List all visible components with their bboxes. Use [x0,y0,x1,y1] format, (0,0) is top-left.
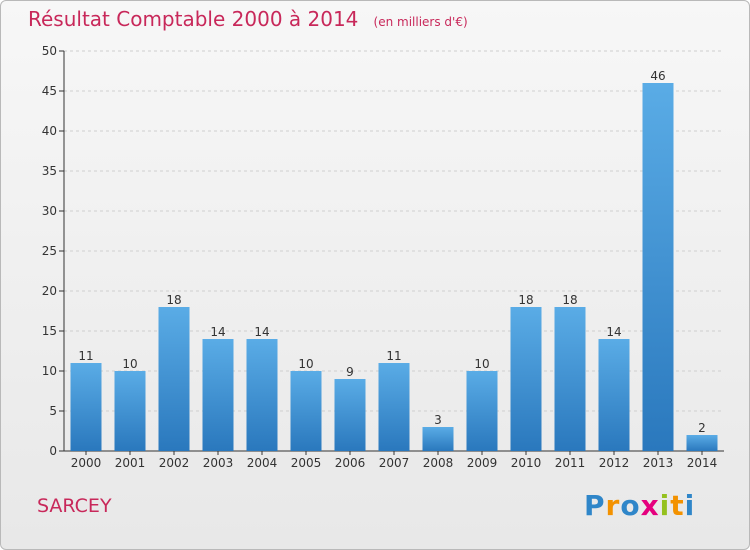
x-tick-label: 2014 [687,456,718,470]
y-tick-label: 20 [42,284,57,298]
bar [290,371,322,451]
bar-value-label: 18 [562,293,577,307]
bar-value-label: 18 [166,293,181,307]
bar [158,307,190,451]
x-tick-label: 2002 [159,456,190,470]
chart-title: Résultat Comptable 2000 à 2014 [28,7,359,31]
y-tick-label: 0 [49,444,57,458]
bar [246,339,278,451]
x-tick-label: 2011 [555,456,586,470]
x-tick-label: 2003 [203,456,234,470]
x-tick-label: 2013 [643,456,674,470]
town-name: SARCEY [37,495,112,517]
bar-value-label: 11 [386,349,401,363]
y-tick-label: 30 [42,204,57,218]
x-tick-label: 2004 [247,456,278,470]
y-tick-label: 25 [42,244,57,258]
y-tick-label: 5 [49,404,57,418]
bar-value-label: 11 [78,349,93,363]
logo-letter: x [640,489,660,522]
bar-value-label: 18 [518,293,533,307]
y-tick-label: 40 [42,124,57,138]
bar-value-label: 14 [210,325,225,339]
x-tick-label: 2012 [599,456,630,470]
bar-value-label: 10 [298,357,313,371]
bar-value-label: 9 [346,365,354,379]
logo-letter: o [620,489,641,522]
bar [114,371,146,451]
bar-value-label: 2 [698,421,706,435]
bar [686,435,718,451]
bar [378,363,410,451]
y-tick-label: 35 [42,164,57,178]
bar-value-label: 46 [650,69,665,83]
bar [422,427,454,451]
bar [70,363,102,451]
x-tick-label: 2007 [379,456,410,470]
bar-value-label: 10 [122,357,137,371]
proxiti-logo: Proxiti [584,489,695,522]
bar [554,307,586,451]
bar-value-label: 14 [606,325,621,339]
bar [598,339,630,451]
logo-letter: P [584,489,606,522]
x-tick-label: 2010 [511,456,542,470]
bar-value-label: 3 [434,413,442,427]
bar [202,339,234,451]
bars [70,83,718,451]
x-tick-label: 2006 [335,456,366,470]
bar-value-label: 14 [254,325,269,339]
logo-letter: i [684,489,696,522]
x-tick-label: 2005 [291,456,322,470]
logo-letter: t [670,489,685,522]
labels: 0 5 10 15 20 25 30 35 40 45 50 11 2000 10 2001 18 2002 14… [42,44,718,470]
y-tick-label: 45 [42,84,57,98]
y-tick-label: 15 [42,324,57,338]
chart-subtitle: (en milliers d'€) [373,15,468,29]
x-tick-label: 2001 [115,456,146,470]
x-tick-label: 2009 [467,456,498,470]
logo-letter: i [659,489,671,522]
x-tick-label: 2008 [423,456,454,470]
chart-header: Résultat Comptable 2000 à 2014 (en milli… [28,7,468,31]
x-tick-label: 2000 [71,456,102,470]
bar-value-label: 10 [474,357,489,371]
bar [510,307,542,451]
bar [466,371,498,451]
logo-letter: r [605,489,621,522]
bar [642,83,674,451]
y-tick-label: 50 [42,44,57,58]
bar [334,379,366,451]
y-tick-label: 10 [42,364,57,378]
